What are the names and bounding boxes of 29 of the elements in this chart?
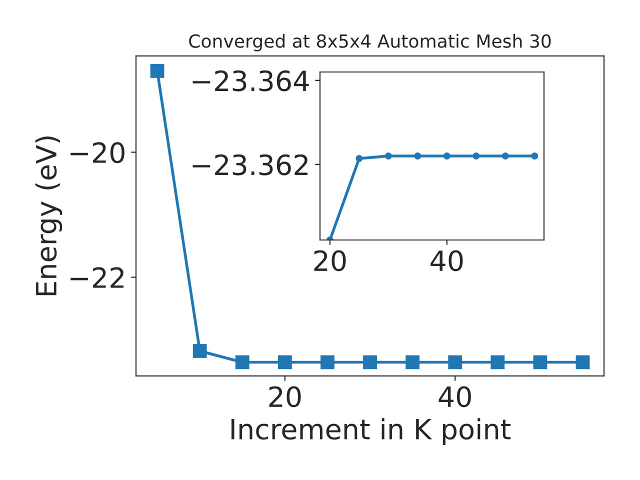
y-tick-label: −23.362 bbox=[192, 154, 308, 176]
x-tick-label: 40 bbox=[430, 250, 463, 272]
point bbox=[356, 155, 363, 162]
point bbox=[443, 152, 450, 160]
point bbox=[363, 355, 377, 370]
point bbox=[576, 355, 590, 370]
point bbox=[192, 344, 207, 358]
y-tick-label: −20 bbox=[70, 142, 124, 164]
x-tick-label: 20 bbox=[314, 250, 346, 272]
point bbox=[406, 355, 420, 370]
point bbox=[531, 152, 538, 160]
point bbox=[490, 355, 505, 370]
y-tick-label: −22 bbox=[70, 267, 124, 288]
x-tick-label: 20 bbox=[269, 386, 301, 408]
point bbox=[278, 355, 292, 370]
point bbox=[414, 152, 422, 160]
point bbox=[320, 355, 334, 370]
y-axis-title: Energy (eV) bbox=[35, 136, 62, 296]
point bbox=[384, 152, 392, 160]
x-axis-title: Increment in K point bbox=[232, 418, 511, 446]
point bbox=[502, 152, 509, 160]
point bbox=[448, 355, 462, 370]
chart-title: Converged at 8x5x4 Automatic Mesh 30 bbox=[189, 34, 551, 52]
point bbox=[235, 355, 250, 370]
x-tick-label: 40 bbox=[438, 386, 471, 408]
point bbox=[472, 152, 480, 160]
y-tick-label: −23.364 bbox=[192, 70, 309, 92]
point bbox=[150, 64, 164, 78]
point bbox=[533, 355, 548, 370]
